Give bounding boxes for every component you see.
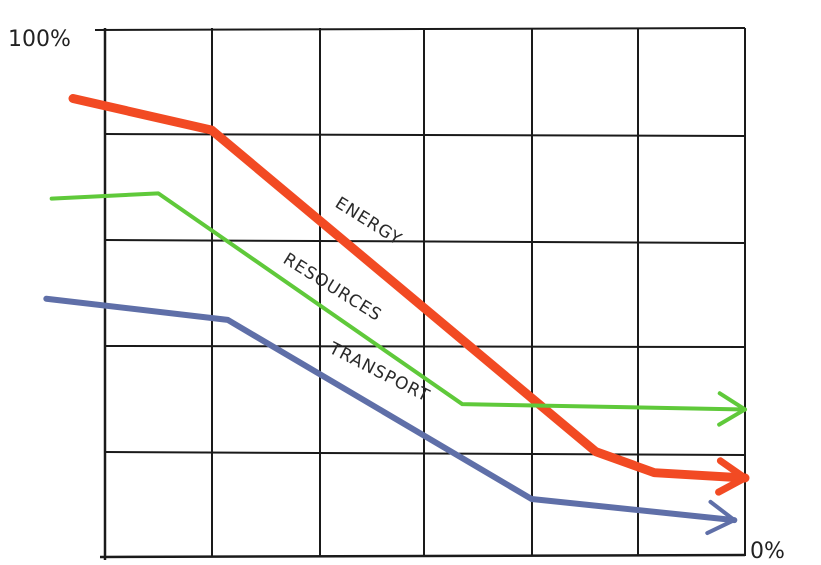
grid-line-h [104, 239, 746, 244]
grid-line-h [104, 345, 746, 348]
series-line-energy [68, 94, 750, 483]
grid [94, 27, 746, 560]
grid-line-h [104, 133, 746, 137]
series-arrow-resources [717, 391, 747, 427]
series-line-resources [49, 191, 747, 412]
series-layer [43, 94, 750, 536]
series-arrow-energy [715, 457, 749, 496]
y-top-label: 100% [8, 27, 71, 52]
series-arrow-transport [705, 499, 737, 536]
grid-line-h [94, 27, 746, 31]
grid-line-h [99, 553, 746, 559]
y-bottom-label: 0% [750, 539, 785, 564]
grid-line-h [104, 451, 746, 456]
series-line-transport [43, 295, 738, 524]
